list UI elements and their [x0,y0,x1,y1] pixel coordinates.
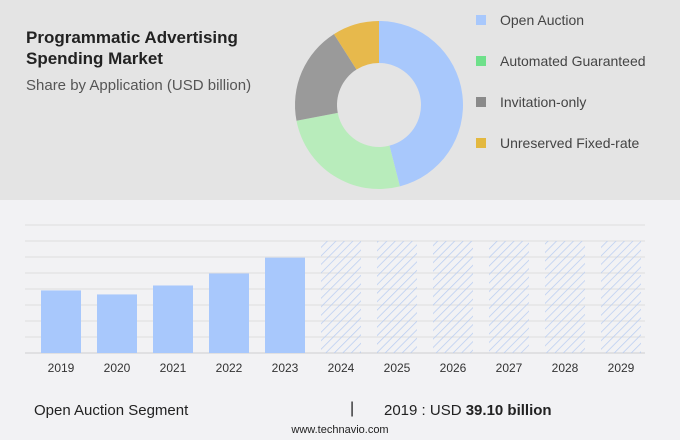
donut-chart [295,21,463,189]
legend-swatch [476,56,486,66]
legend-swatch [476,15,486,25]
chart-title: Programmatic Advertising Spending Market [26,28,238,68]
forecast-bar-2026 [433,241,473,353]
bar-2020 [97,294,137,353]
donut-slice-open-auction [379,21,463,187]
forecast-bar-2027 [489,241,529,353]
value-text: 39.10 billion [465,402,552,419]
website-link[interactable]: www.technavio.com [291,424,389,436]
legend-swatch [476,97,486,107]
forecast-bar-2028 [545,241,585,353]
bar-2023 [265,257,305,353]
legend-label: Automated Guaranteed [500,53,646,69]
legend-label: Open Auction [500,12,585,28]
legend-label: Invitation-only [500,94,587,110]
forecast-bar-2029 [601,241,641,353]
legend-item: Open Auction [476,12,584,28]
bar-2019 [41,290,81,353]
x-tick-label: 2023 [272,361,299,375]
donut-slice-invitation-only [295,34,357,121]
x-tick-label: 2021 [160,361,187,375]
x-tick-label: 2028 [552,361,579,375]
chart-subtitle: Share by Application (USD billion) [26,77,252,94]
x-tick-label: 2022 [216,361,243,375]
segment-value: 2019 : USD 39.10 billion [384,402,552,419]
legend-label: Unreserved Fixed-rate [500,135,640,151]
x-tick-label: 2020 [104,361,131,375]
legend-item: Unreserved Fixed-rate [476,135,639,151]
bar-2022 [209,273,249,353]
x-tick-label: 2024 [328,361,355,375]
separator: | [350,400,355,417]
forecast-bar-2025 [377,241,417,353]
x-tick-label: 2029 [608,361,635,375]
x-tick-label: 2026 [440,361,467,375]
forecast-bar-2024 [321,241,361,353]
legend-item: Automated Guaranteed [476,53,646,69]
legend-item: Invitation-only [476,94,586,110]
bar-2021 [153,285,193,353]
x-tick-label: 2019 [48,361,75,375]
year-label: 2019 : USD [384,402,462,419]
legend-swatch [476,138,486,148]
x-tick-label: 2027 [496,361,523,375]
donut-slice-automated-guaranteed [296,112,400,189]
donut-slice-unreserved-fixed-rate [333,21,379,70]
segment-label: Open Auction Segment [34,402,189,419]
x-tick-label: 2025 [384,361,411,375]
bar-chart: 2019 2020 2021 2022 2023 2024 2025 2026 2027 2028… [25,224,645,375]
